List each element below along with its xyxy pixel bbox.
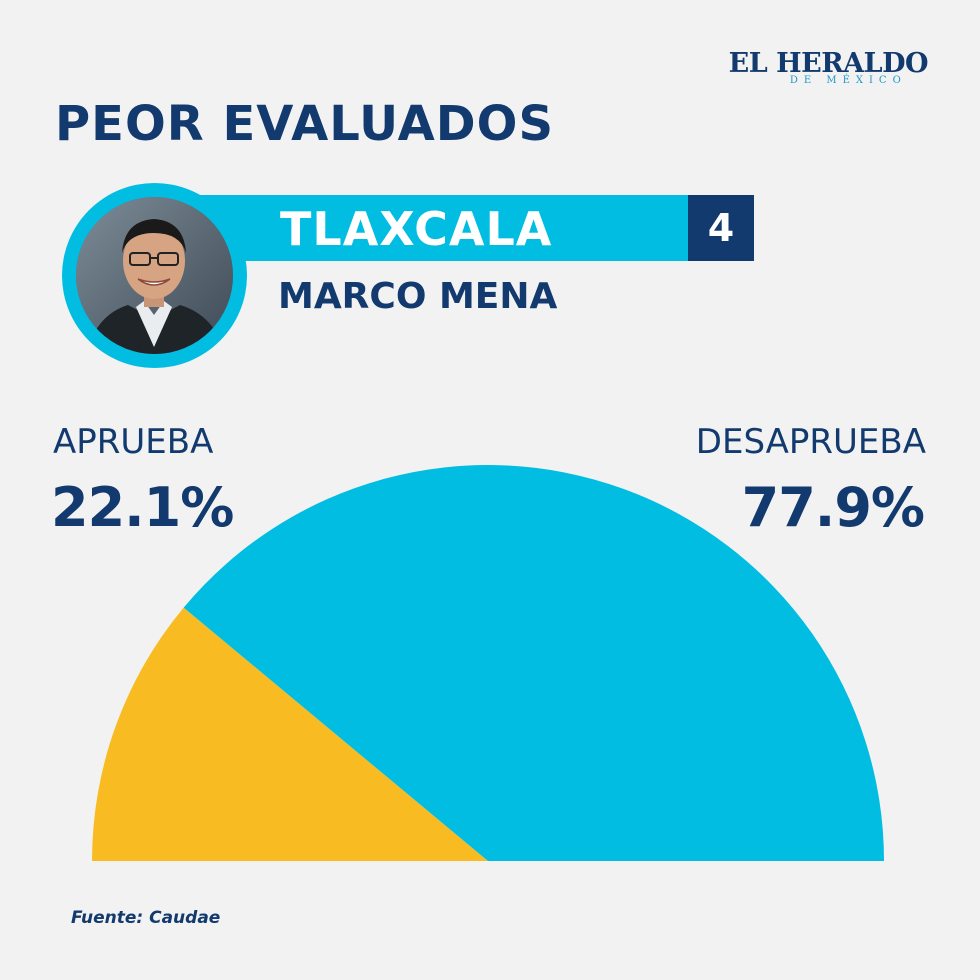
legend-disapprove-value: 77.9% (741, 476, 925, 539)
gauge-slice-aprueba (92, 607, 488, 861)
state-banner (200, 195, 688, 261)
state-name: TLAXCALA (280, 202, 553, 256)
brand-logo-subtitle: DE MÉXICO (789, 75, 907, 86)
avatar (62, 183, 247, 368)
page-title: PEOR EVALUADOS (55, 96, 555, 152)
rank-badge: 4 (688, 195, 754, 261)
source-note: Fuente: Caudae (71, 908, 221, 928)
brand-logo: EL HERALDO DE MÉXICO (728, 48, 929, 86)
legend-disapprove-label: DESAPRUEBA (695, 422, 926, 462)
governor-photo (76, 197, 233, 354)
gauge-slice-desaprueba (183, 464, 885, 861)
governor-name: MARCO MENA (278, 276, 558, 317)
legend-approve-value: 22.1% (51, 476, 234, 539)
brand-logo-name: EL HERALDO (728, 48, 929, 79)
portrait-illustration (76, 197, 233, 354)
legend-approve-label: APRUEBA (53, 422, 214, 462)
